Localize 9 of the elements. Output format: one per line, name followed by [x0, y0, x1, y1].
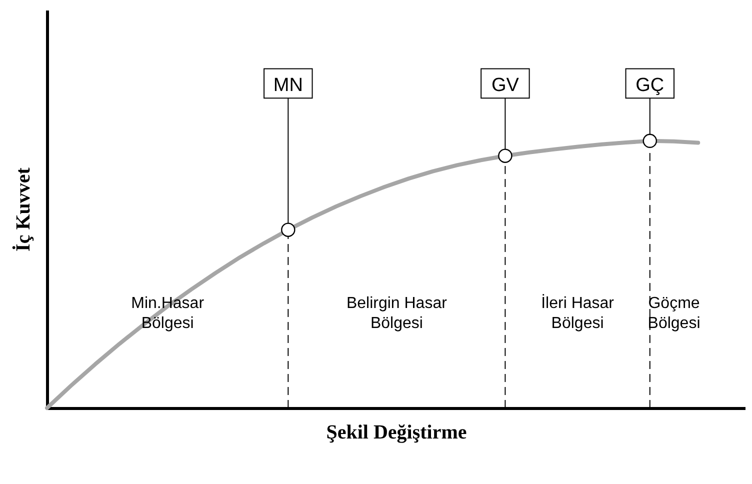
annotation: MN: [273, 74, 303, 96]
annotation: GÇ: [636, 74, 664, 96]
annotation: Min.Hasar Bölgesi: [131, 295, 205, 332]
annotation: Göçme Bölgesi: [648, 295, 700, 332]
annotation: İleri Hasar Bölgesi: [541, 294, 615, 332]
x-axis-title: Şekil Değiştirme: [326, 422, 467, 444]
y-axis-title: İç Kuvvet: [12, 167, 34, 252]
annotation: GV: [491, 74, 520, 96]
annotation: Belirgin Hasar Bölgesi: [346, 295, 448, 332]
